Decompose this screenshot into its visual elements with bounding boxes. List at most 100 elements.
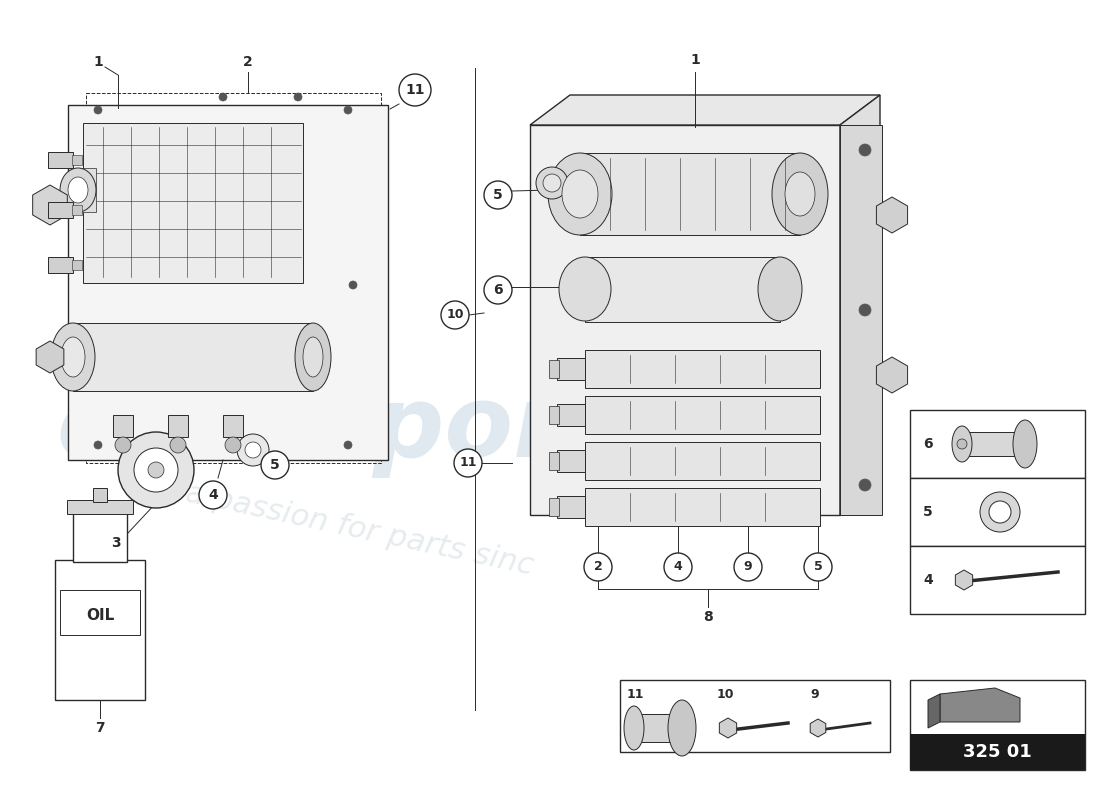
Ellipse shape [668,700,696,756]
Text: 11: 11 [405,83,425,97]
Circle shape [734,553,762,581]
Ellipse shape [562,170,598,218]
Bar [910,680,1085,770]
Bar [580,153,800,235]
Text: 9: 9 [744,561,752,574]
Bar [549,360,559,378]
Text: OIL: OIL [86,607,114,622]
Bar [910,410,1085,478]
Bar [67,500,133,514]
Circle shape [989,501,1011,523]
Bar [72,205,82,215]
Ellipse shape [51,323,95,391]
Circle shape [859,479,871,491]
Circle shape [664,553,692,581]
Bar [585,396,820,434]
Circle shape [344,106,352,114]
Bar [73,323,314,391]
Text: 9: 9 [811,687,819,701]
Bar [557,358,585,380]
Bar [72,155,82,165]
Polygon shape [840,95,880,515]
Bar [549,452,559,470]
Ellipse shape [772,153,828,235]
Ellipse shape [116,437,131,453]
Bar [78,168,96,212]
Bar [960,432,1025,456]
Ellipse shape [548,153,612,235]
Circle shape [236,434,270,466]
Bar [168,415,188,437]
Bar [73,512,126,562]
Bar [910,546,1085,614]
Text: a passion for parts sinc: a passion for parts sinc [184,479,537,581]
Ellipse shape [536,167,568,199]
Bar [557,404,585,426]
Bar [81,502,87,514]
Bar [557,496,585,518]
Ellipse shape [952,426,972,462]
Bar [68,105,388,460]
Ellipse shape [785,172,815,216]
Polygon shape [928,694,940,728]
Bar [557,450,585,472]
Text: 5: 5 [271,458,279,472]
Bar [620,680,890,752]
Bar [113,415,133,437]
Ellipse shape [1013,420,1037,468]
Circle shape [484,276,512,304]
Ellipse shape [60,168,96,212]
Circle shape [134,448,178,492]
Bar [94,488,107,502]
Text: 6: 6 [493,283,503,297]
Circle shape [219,93,227,101]
Ellipse shape [68,177,88,203]
Ellipse shape [170,437,186,453]
Bar [549,406,559,424]
Circle shape [94,106,102,114]
Circle shape [859,144,871,156]
Circle shape [294,93,302,101]
Bar [72,260,82,270]
Bar [48,202,73,218]
Text: 11: 11 [460,457,476,470]
Bar [75,502,81,514]
Ellipse shape [559,257,610,321]
Ellipse shape [624,706,644,750]
Text: 2: 2 [594,561,603,574]
Bar [585,257,780,322]
Text: 4: 4 [208,488,218,502]
Bar [48,257,73,273]
Text: 5: 5 [923,505,933,519]
Text: 4: 4 [673,561,682,574]
Ellipse shape [543,174,561,192]
Circle shape [261,451,289,479]
Ellipse shape [302,337,323,377]
Circle shape [957,439,967,449]
Text: 6: 6 [923,437,933,451]
Bar [55,560,145,700]
Ellipse shape [758,257,802,321]
Circle shape [94,441,102,449]
Text: 10: 10 [447,309,464,322]
Circle shape [245,442,261,458]
Circle shape [584,553,612,581]
Text: 11: 11 [626,687,644,701]
Bar [530,125,840,515]
Text: eurospor: eurospor [57,382,563,478]
Circle shape [199,481,227,509]
Text: 4: 4 [923,573,933,587]
Bar [48,152,73,168]
Circle shape [980,492,1020,532]
Bar [82,123,302,283]
Circle shape [349,281,358,289]
Text: 1: 1 [94,55,103,69]
Bar [585,488,820,526]
Bar [69,502,75,514]
Circle shape [441,301,469,329]
Ellipse shape [60,337,85,377]
Circle shape [484,181,512,209]
Bar [86,93,381,463]
Circle shape [454,449,482,477]
Text: 7: 7 [96,721,104,735]
